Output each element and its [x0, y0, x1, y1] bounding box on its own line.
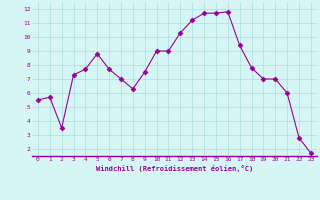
X-axis label: Windchill (Refroidissement éolien,°C): Windchill (Refroidissement éolien,°C) — [96, 165, 253, 172]
